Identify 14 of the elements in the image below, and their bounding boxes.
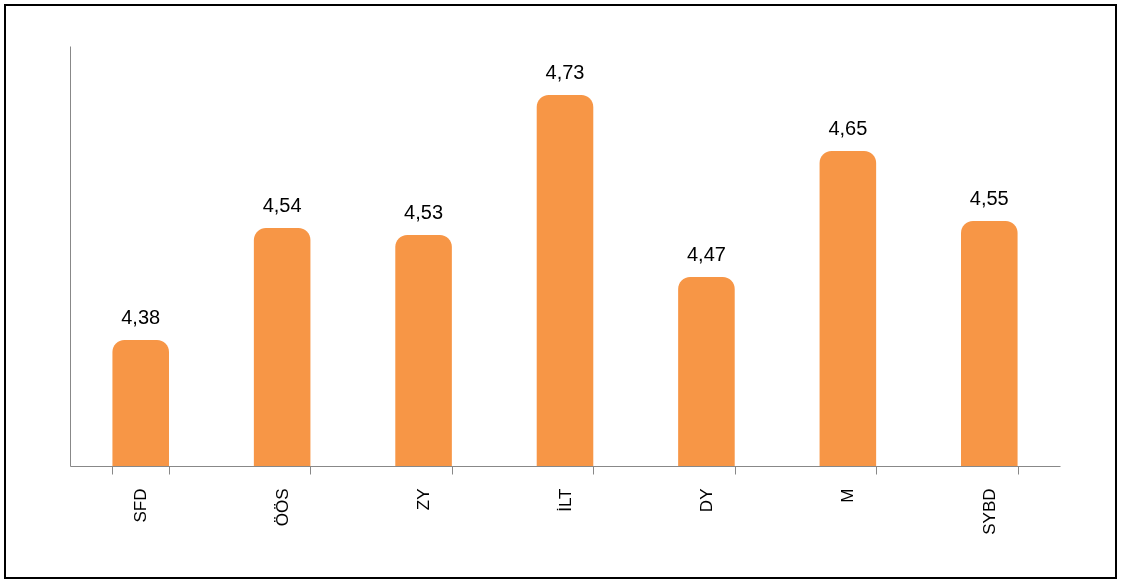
x-tick-label: DY <box>696 488 716 513</box>
x-tick-label: M <box>838 488 858 503</box>
data-label: 4,38 <box>121 306 161 328</box>
data-label: 4,65 <box>828 117 868 139</box>
x-tick-label: SYBD <box>979 488 999 535</box>
data-label: 4,54 <box>262 194 302 216</box>
x-tick-label: İLT <box>555 488 575 512</box>
x-tick-label: ZY <box>414 488 434 511</box>
data-label: 4,55 <box>969 187 1009 209</box>
data-label: 4,53 <box>404 201 444 223</box>
data-label: 4,47 <box>686 243 726 265</box>
x-tick-label: ÖÖS <box>272 488 292 527</box>
data-label: 4,73 <box>545 61 585 83</box>
x-tick-label: SFD <box>131 488 151 523</box>
